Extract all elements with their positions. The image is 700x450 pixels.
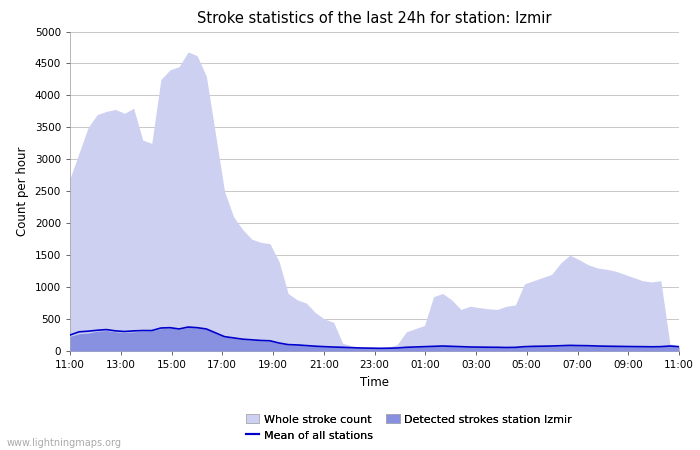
Y-axis label: Count per hour: Count per hour: [16, 147, 29, 236]
X-axis label: Time: Time: [360, 376, 389, 389]
Text: www.lightningmaps.org: www.lightningmaps.org: [7, 438, 122, 448]
Legend: Whole stroke count, Mean of all stations, Detected strokes station Izmir: Whole stroke count, Mean of all stations…: [246, 414, 572, 441]
Title: Stroke statistics of the last 24h for station: Izmir: Stroke statistics of the last 24h for st…: [197, 11, 552, 26]
